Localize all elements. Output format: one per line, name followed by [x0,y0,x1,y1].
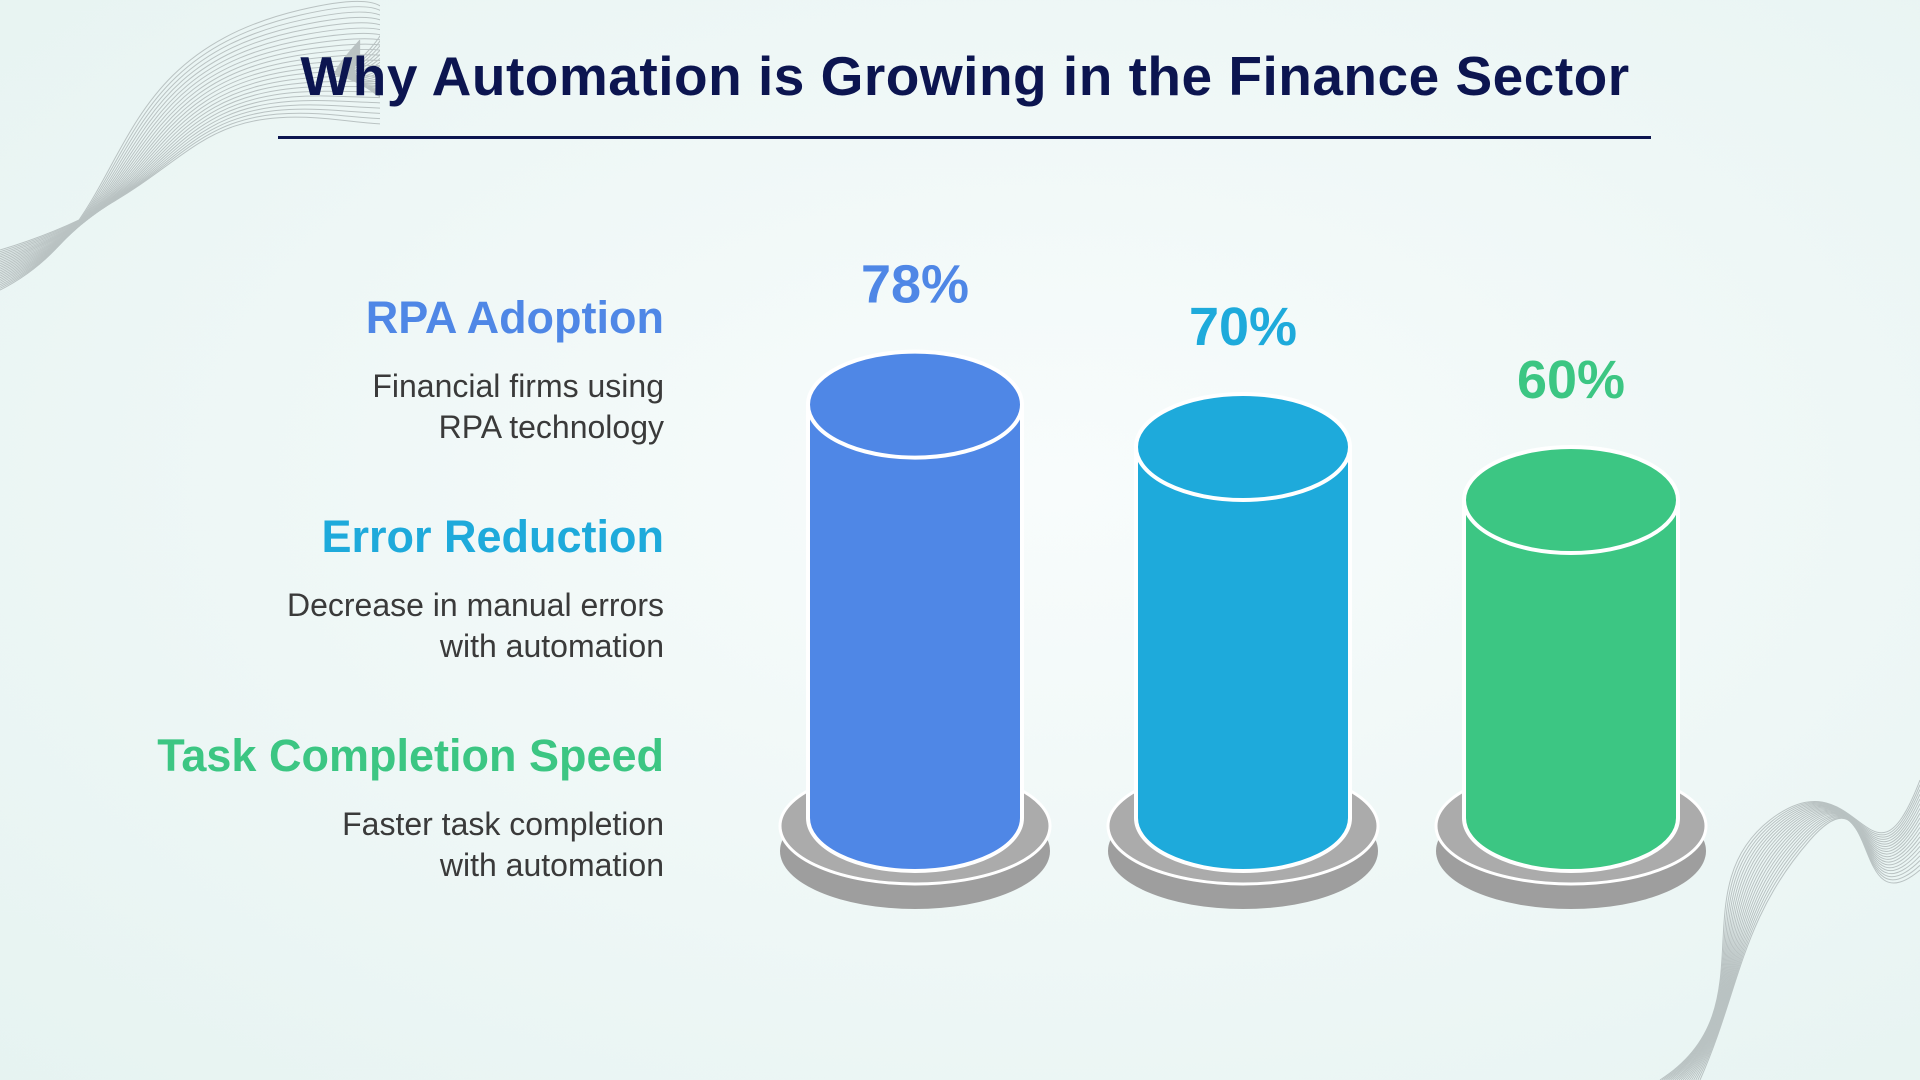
bar-top-task-completion-speed [1462,445,1680,555]
legend-description-task-completion-speed: Faster task completion with automation [342,806,664,883]
legend-item-error-reduction: Error Reduction Decrease in manual error… [80,509,664,667]
title-underline [278,136,1651,139]
legend-label-error-reduction: Error Reduction [321,511,664,562]
data-label-rpa-adoption: 78% [861,255,969,315]
bar-top-rpa-adoption [806,349,1024,460]
wave-decoration-bottom-right [1659,779,1920,1080]
data-label-error-reduction: 70% [1189,297,1297,357]
legend-label-task-completion-speed: Task Completion Speed [157,730,664,781]
data-label-task-completion-speed: 60% [1517,350,1625,410]
legend-item-task-completion-speed: Task Completion Speed Faster task comple… [80,728,664,886]
bar-error-reduction: 70% [1106,297,1380,909]
bar-body-task-completion-speed [1462,498,1680,873]
bar-body-rpa-adoption [806,402,1024,873]
legend-description-rpa-adoption: Financial firms using RPA technology [372,368,664,445]
legend-description-error-reduction: Decrease in manual errors with automatio… [286,587,664,664]
legend-item-rpa-adoption: RPA Adoption Financial firms using RPA t… [80,290,664,448]
wave-decoration-top-left [0,0,380,291]
bar-rpa-adoption: 78% [778,255,1052,909]
page-title: Why Automation is Growing in the Finance… [300,45,1630,107]
bar-top-error-reduction [1134,392,1352,502]
bar-task-completion-speed: 60% [1434,350,1708,909]
legend-label-rpa-adoption: RPA Adoption [365,292,664,343]
bar-body-error-reduction [1134,445,1352,873]
